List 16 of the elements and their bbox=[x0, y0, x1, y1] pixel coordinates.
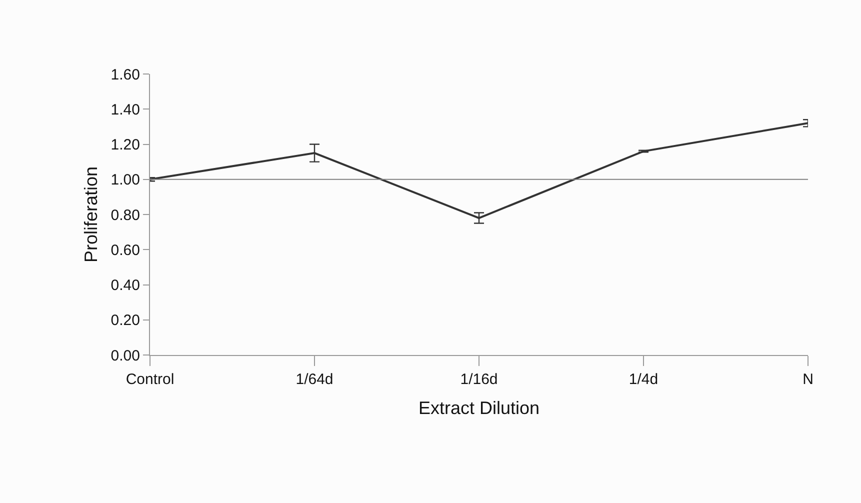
y-tick-label: 0.80 bbox=[110, 206, 140, 224]
x-tick-label: 1/16d bbox=[460, 371, 498, 388]
y-tick-label: 0.60 bbox=[110, 242, 140, 259]
y-tick-label: 1.60 bbox=[110, 66, 140, 84]
y-tick-label: 1.40 bbox=[110, 101, 140, 118]
x-tick-label: Control bbox=[126, 371, 174, 388]
x-axis-title: Extract Dilution bbox=[418, 398, 540, 418]
y-tick-label: 0.20 bbox=[110, 312, 140, 330]
y-tick-label: 0.00 bbox=[110, 347, 140, 364]
y-tick-label: 1.00 bbox=[110, 172, 140, 189]
x-tick-label: 1/4d bbox=[628, 371, 658, 388]
y-tick-label: 1.20 bbox=[110, 136, 140, 154]
y-axis-title: Proliferation bbox=[80, 166, 101, 263]
x-tick-label: N bbox=[802, 371, 814, 388]
y-tick-label: 0.40 bbox=[110, 277, 140, 294]
x-tick-label: 1/64d bbox=[296, 371, 334, 388]
